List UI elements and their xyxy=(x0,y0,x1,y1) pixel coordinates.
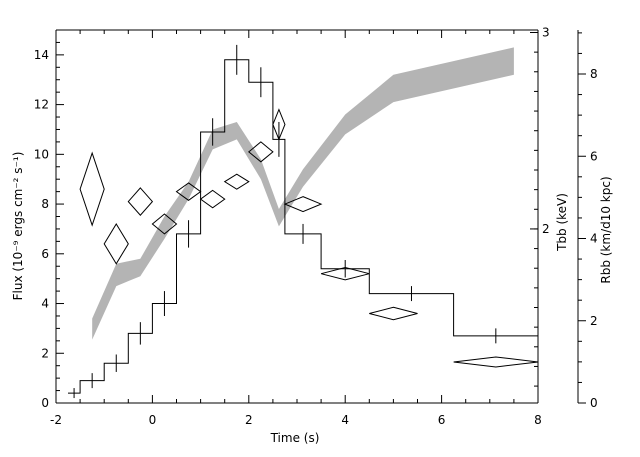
x-tick-label: 8 xyxy=(534,413,542,427)
radius-band xyxy=(92,47,514,340)
right-outer-y-tick-label: 4 xyxy=(590,232,598,246)
temperature-diamond-10 xyxy=(320,266,370,281)
left-y-tick-label: 14 xyxy=(34,48,49,62)
temperature-diamond-1 xyxy=(103,222,129,265)
left-y-tick-label: 2 xyxy=(41,346,49,360)
x-tick-label: 0 xyxy=(149,413,157,427)
x-tick-label: 2 xyxy=(245,413,253,427)
left-y-tick-label: 0 xyxy=(41,396,49,410)
right-outer-y-tick-label: 0 xyxy=(590,396,598,410)
left-y-axis-label: Flux (10⁻⁹ ergs cm⁻² s⁻¹) xyxy=(11,152,25,301)
temperature-diamond-9 xyxy=(283,196,323,213)
x-tick-label: 4 xyxy=(341,413,349,427)
left-y-tick-label: 12 xyxy=(34,98,49,112)
right-inner-y-tick-label: 2 xyxy=(542,222,550,236)
x-axis-label: Time (s) xyxy=(270,431,320,445)
right-outer-y-axis-label: Rbb (km/d10 kpc) xyxy=(599,176,613,283)
temperature-diamond-7 xyxy=(248,141,274,163)
temperature-diamond-2 xyxy=(127,187,154,217)
temperature-diamond-0 xyxy=(79,151,105,227)
x-tick-label: -2 xyxy=(50,413,62,427)
flux-histogram-layer xyxy=(68,44,538,399)
right-outer-y-tick-label: 2 xyxy=(590,314,598,328)
left-y-tick-label: 8 xyxy=(41,197,49,211)
temperature-diamond-4 xyxy=(175,182,202,201)
right-outer-y-tick-label: 8 xyxy=(590,67,598,81)
temperature-diamond-3 xyxy=(151,213,178,235)
temperature-diamond-11 xyxy=(369,306,418,321)
temperature-diamond-6 xyxy=(223,173,250,190)
right-outer-y-tick-label: 6 xyxy=(590,149,598,163)
left-y-tick-label: 4 xyxy=(41,297,49,311)
temperature-diamond-12 xyxy=(453,356,539,368)
left-y-tick-label: 6 xyxy=(41,247,49,261)
temperature-diamond-8 xyxy=(272,108,286,141)
temperature-diamond-5 xyxy=(199,189,226,209)
temperature-diamond-layer xyxy=(79,108,539,368)
x-tick-label: 6 xyxy=(438,413,446,427)
right-inner-y-axis-label: Tbb (keV) xyxy=(555,193,569,252)
radius-band-layer xyxy=(92,47,514,340)
right-inner-y-tick-label: 3 xyxy=(542,25,550,39)
left-y-tick-label: 10 xyxy=(34,147,49,161)
